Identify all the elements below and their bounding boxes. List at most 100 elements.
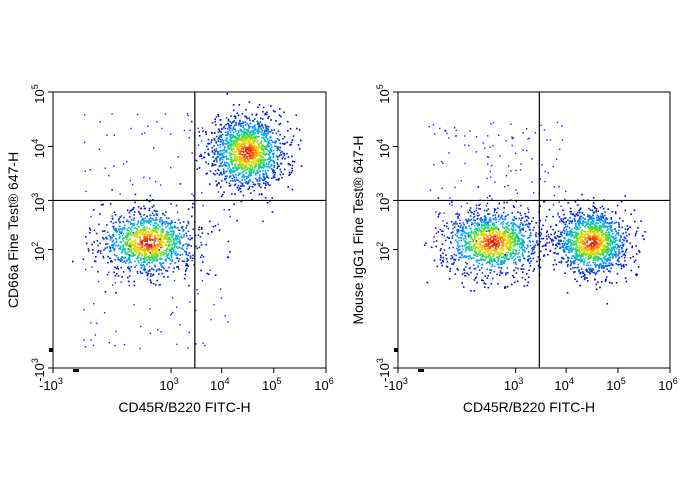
event-point: [465, 261, 467, 264]
event-point: [126, 238, 128, 241]
event-point: [506, 243, 509, 245]
event-point: [500, 249, 503, 251]
event-point: [508, 257, 510, 260]
event-point: [240, 149, 243, 152]
event-point: [93, 241, 95, 243]
event-point: [585, 268, 588, 271]
event-point: [466, 246, 469, 248]
event-point: [89, 169, 91, 171]
event-point: [108, 342, 110, 344]
event-point: [552, 244, 554, 246]
event-point: [248, 141, 251, 143]
event-point: [219, 119, 222, 121]
event-point: [122, 249, 125, 252]
event-point: [237, 132, 240, 134]
event-point: [579, 284, 581, 287]
event-point: [249, 135, 251, 137]
event-point: [164, 234, 167, 236]
event-point: [473, 279, 476, 281]
event-point: [517, 236, 519, 238]
event-point: [610, 267, 612, 270]
event-point: [521, 253, 524, 256]
event-point: [171, 252, 173, 255]
event-point: [601, 205, 604, 208]
event-point: [564, 247, 567, 249]
event-point: [527, 217, 530, 219]
event-point: [160, 250, 163, 253]
event-point: [602, 267, 605, 270]
event-point: [480, 217, 483, 219]
event-point: [300, 165, 303, 167]
event-point: [572, 234, 575, 237]
event-point: [609, 238, 612, 241]
event-point: [142, 231, 144, 233]
event-point: [152, 274, 154, 277]
event-point: [99, 252, 102, 254]
event-point: [275, 120, 277, 122]
event-point: [591, 209, 594, 212]
event-point: [509, 244, 511, 247]
event-point: [167, 238, 169, 240]
event-point: [480, 231, 483, 233]
event-point: [145, 233, 148, 236]
event-point: [264, 132, 267, 135]
event-point: [617, 244, 619, 247]
event-point: [594, 206, 596, 208]
event-point: [247, 124, 250, 126]
event-point: [145, 271, 147, 274]
event-point: [507, 236, 509, 239]
event-point: [505, 241, 508, 244]
event-point: [221, 133, 224, 136]
event-point: [494, 245, 497, 247]
event-point: [223, 152, 225, 154]
event-point: [133, 224, 135, 226]
event-point: [171, 260, 173, 263]
event-point: [484, 256, 486, 258]
event-point: [130, 228, 132, 230]
event-point: [533, 226, 535, 229]
event-point: [267, 169, 269, 172]
event-point: [138, 232, 141, 235]
event-point: [522, 271, 524, 273]
event-point: [243, 131, 246, 133]
event-point: [519, 228, 522, 231]
event-point: [579, 260, 582, 263]
event-point: [598, 256, 600, 259]
event-point: [150, 243, 153, 246]
event-point: [268, 155, 271, 158]
event-point: [526, 223, 528, 226]
event-point: [287, 130, 289, 132]
event-point: [273, 162, 276, 164]
event-point: [237, 130, 240, 132]
event-point: [253, 167, 256, 170]
event-point: [477, 248, 479, 250]
event-point: [121, 250, 123, 253]
event-point: [574, 215, 577, 218]
event-point: [100, 204, 103, 206]
event-point: [148, 245, 150, 247]
event-point: [603, 221, 606, 223]
event-point: [224, 150, 226, 152]
event-point: [128, 243, 131, 245]
event-point: [456, 241, 458, 243]
event-point: [240, 165, 242, 168]
event-point: [528, 226, 530, 229]
event-point: [482, 258, 484, 261]
event-point: [246, 138, 248, 140]
event-point: [186, 234, 188, 237]
event-point: [512, 245, 515, 247]
event-point: [610, 252, 612, 254]
event-point: [460, 239, 463, 242]
event-point: [521, 242, 523, 245]
event-point: [217, 223, 219, 225]
event-point: [146, 263, 148, 266]
event-point: [286, 141, 288, 144]
event-point: [501, 221, 503, 224]
event-point: [162, 213, 164, 215]
event-point: [439, 258, 442, 261]
event-point: [135, 242, 137, 244]
event-point: [580, 252, 583, 254]
event-point: [261, 140, 263, 143]
event-point: [246, 131, 248, 134]
event-point: [607, 270, 610, 272]
